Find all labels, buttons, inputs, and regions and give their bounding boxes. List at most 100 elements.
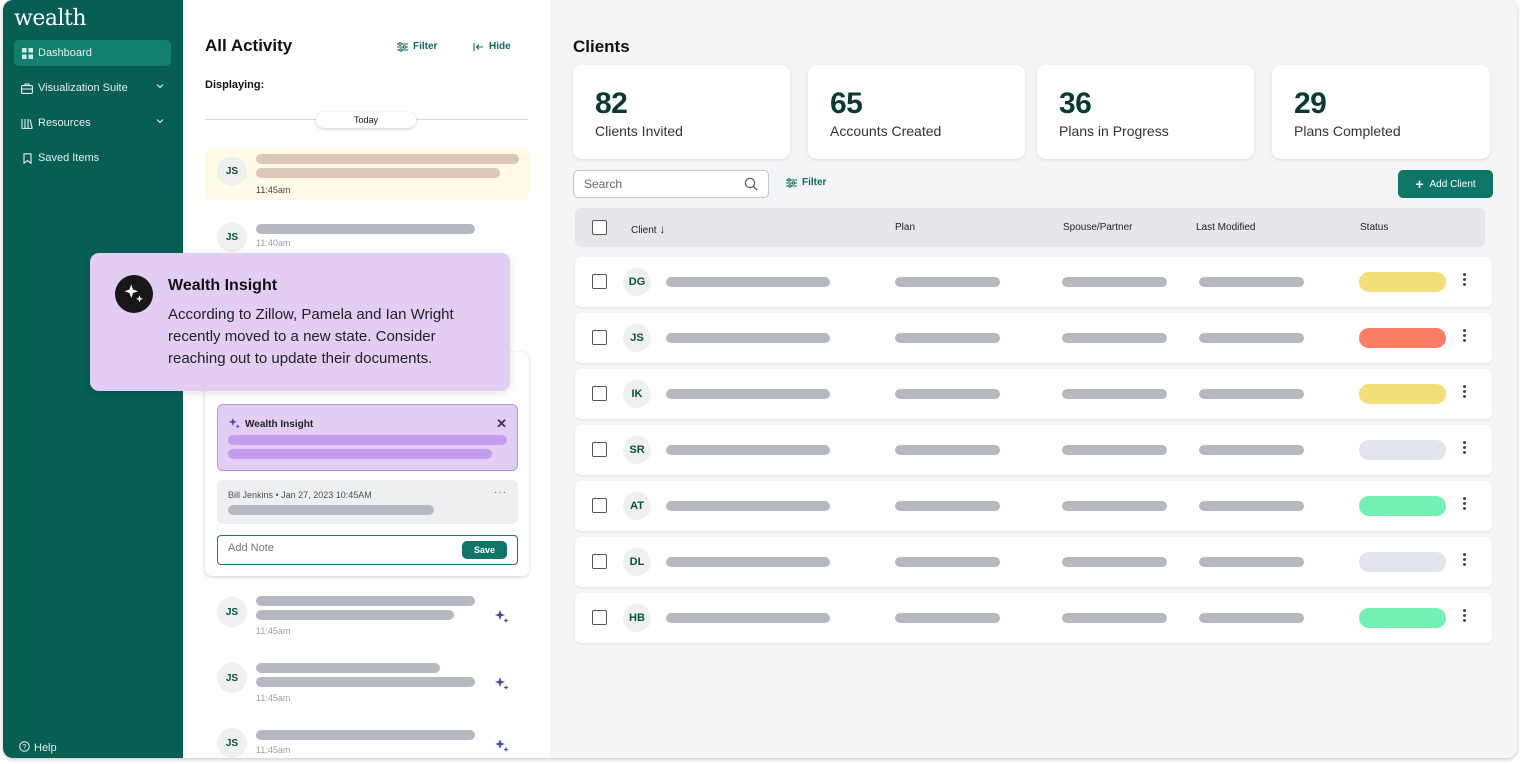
help-label: Help [34, 742, 57, 754]
sparkle-icon[interactable] [494, 609, 510, 625]
plan-placeholder [895, 557, 1000, 567]
sparkle-icon[interactable] [494, 738, 510, 754]
client-name-placeholder [666, 333, 830, 343]
dashboard-icon [20, 46, 34, 60]
column-header-client[interactable]: Client ↓ [631, 222, 666, 236]
activity-item[interactable]: JS 11:45am [205, 660, 529, 710]
more-options-icon[interactable] [1462, 495, 1466, 517]
stat-label: Accounts Created [830, 123, 942, 139]
avatar: JS [623, 324, 651, 352]
activity-item[interactable]: JS 11:45am [205, 148, 529, 200]
more-options-icon[interactable] [1462, 271, 1466, 293]
more-options-icon[interactable] [1462, 383, 1466, 405]
more-icon[interactable]: ··· [494, 487, 507, 498]
column-header-status[interactable]: Status [1360, 222, 1389, 233]
placeholder-line [228, 449, 492, 459]
search-input[interactable] [584, 177, 734, 191]
logo: wealth [14, 6, 87, 31]
chevron-down-icon[interactable] [155, 116, 165, 129]
status-badge [1359, 272, 1446, 292]
spouse-placeholder [1062, 557, 1167, 567]
activity-time: 11:45am [256, 745, 291, 755]
more-options-icon[interactable] [1462, 551, 1466, 573]
row-checkbox[interactable] [592, 554, 607, 569]
table-row[interactable]: AT [575, 481, 1492, 531]
sidebar-item-visualization-suite[interactable]: Visualization Suite [14, 75, 171, 101]
more-options-icon[interactable] [1462, 327, 1466, 349]
sidebar-item-dashboard[interactable]: Dashboard [14, 40, 171, 66]
avatar: JS [217, 156, 247, 186]
activity-hide-button[interactable]: Hide [473, 41, 511, 52]
stat-label: Plans Completed [1294, 123, 1401, 139]
avatar: AT [623, 492, 651, 520]
activity-time: 11:45am [256, 626, 291, 636]
page-title: Clients [573, 37, 630, 56]
placeholder-line [256, 154, 519, 164]
row-checkbox[interactable] [592, 442, 607, 457]
client-name-placeholder [666, 501, 830, 511]
plus-icon: + [1415, 176, 1424, 192]
search-icon[interactable] [744, 177, 758, 191]
status-badge [1359, 384, 1446, 404]
filter-label: Filter [413, 41, 438, 52]
placeholder-line [228, 435, 507, 445]
row-checkbox[interactable] [592, 498, 607, 513]
app-window: wealth Dashboard Visualization Suite Res… [3, 0, 1517, 758]
column-header-last-modified[interactable]: Last Modified [1196, 222, 1256, 233]
activity-item[interactable]: JS 11:45am [205, 726, 529, 758]
placeholder-line [256, 596, 475, 606]
column-header-spouse[interactable]: Spouse/Partner [1063, 222, 1133, 233]
spouse-placeholder [1062, 613, 1167, 623]
table-row[interactable]: SR [575, 425, 1492, 475]
placeholder-line [256, 168, 500, 178]
add-client-button[interactable]: + Add Client [1398, 170, 1493, 198]
row-checkbox[interactable] [592, 610, 607, 625]
placeholder-line [228, 505, 434, 515]
row-checkbox[interactable] [592, 386, 607, 401]
save-button[interactable]: Save [462, 541, 507, 559]
row-checkbox[interactable] [592, 330, 607, 345]
close-icon[interactable]: ✕ [496, 416, 507, 431]
plan-placeholder [895, 501, 1000, 511]
sidebar-item-saved-items[interactable]: Saved Items [14, 145, 171, 171]
select-all-checkbox[interactable] [592, 220, 607, 235]
stat-card-plans-in-progress: 36 Plans in Progress [1037, 65, 1254, 159]
more-options-icon[interactable] [1462, 439, 1466, 461]
add-note-input[interactable] [228, 542, 428, 554]
placeholder-line [256, 610, 454, 620]
sparkle-icon[interactable] [494, 676, 510, 692]
row-checkbox[interactable] [592, 274, 607, 289]
activity-item[interactable]: JS 11:40am [205, 218, 529, 254]
table-row[interactable]: JS [575, 313, 1492, 363]
table-header: Client ↓ Plan Spouse/Partner Last Modifi… [575, 208, 1485, 247]
modified-placeholder [1199, 501, 1304, 511]
chevron-down-icon[interactable] [155, 81, 165, 94]
sparkle-icon [228, 417, 240, 429]
activity-time: 11:40am [256, 238, 291, 248]
stat-value: 36 [1059, 87, 1092, 120]
sidebar-item-resources[interactable]: Resources [14, 110, 171, 136]
stat-card-clients-invited: 82 Clients Invited [573, 65, 790, 159]
table-row[interactable]: DG [575, 257, 1492, 307]
placeholder-line [256, 677, 475, 687]
activity-filter-button[interactable]: Filter [397, 41, 437, 52]
table-row[interactable]: DL [575, 537, 1492, 587]
note-meta: Bill Jenkins • Jan 27, 2023 10:45AM [228, 490, 372, 500]
briefcase-icon [20, 81, 34, 95]
help-link[interactable]: ? Help [19, 741, 57, 755]
avatar: DL [623, 548, 651, 576]
spouse-placeholder [1062, 333, 1167, 343]
avatar: DG [623, 268, 651, 296]
library-icon [20, 116, 34, 130]
activity-item[interactable]: JS 11:45am [205, 592, 529, 642]
stat-card-accounts-created: 65 Accounts Created [808, 65, 1025, 159]
plan-placeholder [895, 333, 1000, 343]
table-row[interactable]: IK [575, 369, 1492, 419]
spouse-placeholder [1062, 445, 1167, 455]
clients-filter-button[interactable]: Filter [786, 177, 826, 188]
column-header-plan[interactable]: Plan [895, 222, 916, 233]
table-row[interactable]: HB [575, 593, 1492, 643]
more-options-icon[interactable] [1462, 607, 1466, 629]
modified-placeholder [1199, 445, 1304, 455]
activity-time: 11:45am [256, 185, 291, 195]
